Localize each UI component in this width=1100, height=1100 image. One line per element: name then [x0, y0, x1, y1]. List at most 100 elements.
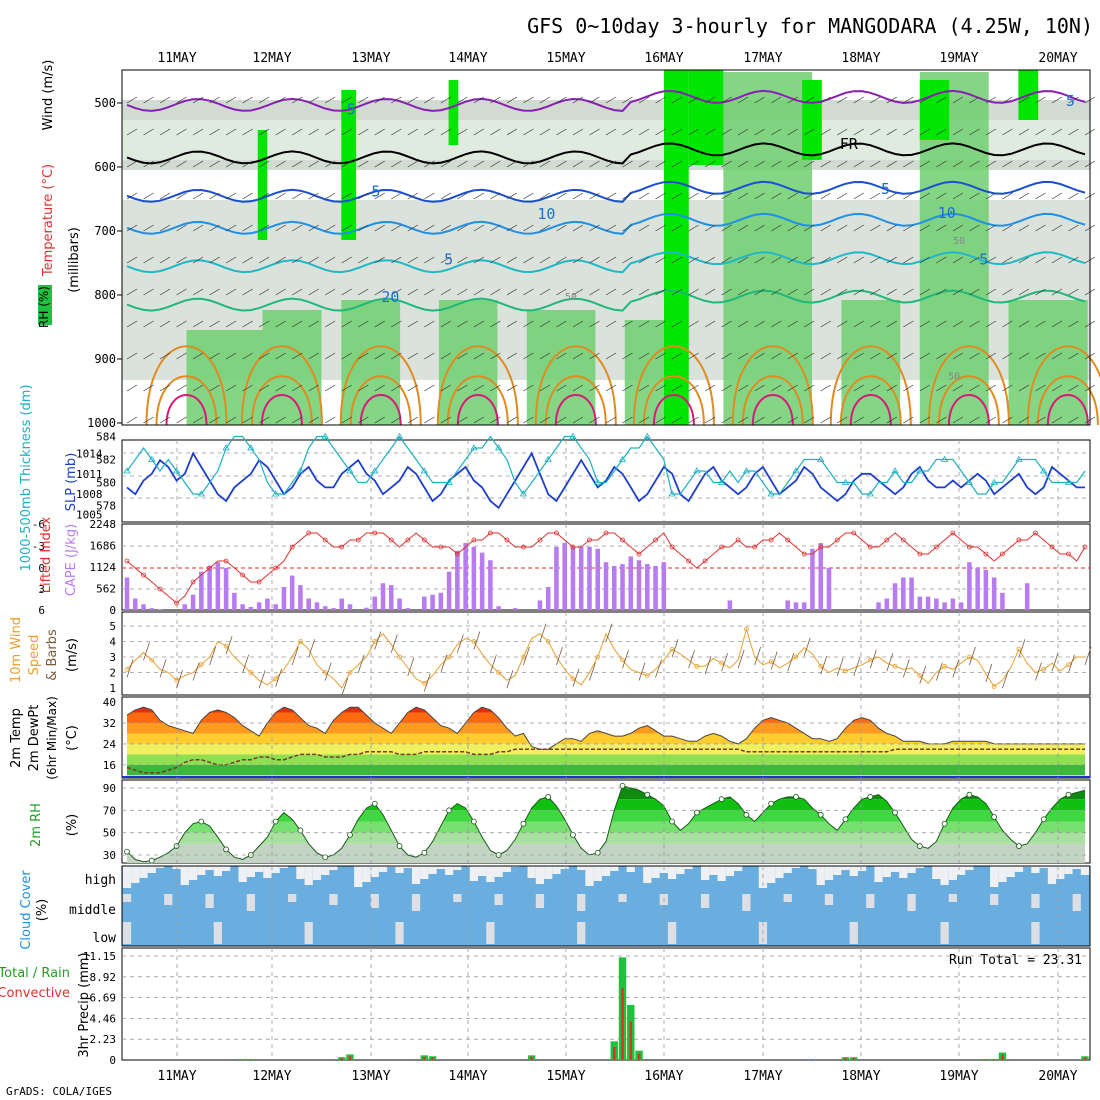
wind-barb	[754, 384, 765, 392]
wind-barb	[572, 128, 584, 136]
ylabel-temp: Temperature (°C)	[41, 164, 56, 277]
temp-band-0	[127, 764, 1085, 776]
wind-barb	[209, 320, 220, 328]
cloud-low-cell	[940, 922, 949, 944]
wind-barb-10m	[242, 654, 250, 673]
wind-barb	[952, 160, 964, 168]
wind-barb	[804, 320, 815, 328]
wind-barb-10m	[225, 636, 233, 655]
cape-bar	[364, 607, 369, 610]
rh-marker	[966, 791, 973, 798]
slp-frame	[121, 439, 1091, 523]
cloud-high-cell	[436, 866, 445, 869]
wind-speed-marker	[793, 654, 799, 660]
ylabel-wind10-3: & Barbs	[45, 629, 60, 681]
wind-barb-10m	[869, 649, 877, 669]
wind-barb-10m	[209, 646, 216, 666]
thickness-marker	[371, 467, 379, 474]
wind-barb	[622, 96, 633, 104]
wind-barb-10m	[820, 656, 828, 675]
ylabel-thickness: 1000-500mb Thickness (dm)	[19, 384, 34, 571]
cloud-high-cell	[816, 866, 825, 885]
cloud-mid-cell	[783, 894, 792, 902]
temp-contour-30-9	[1036, 375, 1099, 426]
wind-barb	[291, 320, 303, 328]
wind-barb-10m	[902, 659, 910, 678]
wind-barb	[1051, 192, 1063, 200]
wind-barb	[490, 192, 501, 200]
cloud-high-cell	[469, 866, 478, 881]
wind-barb-10m	[770, 651, 778, 670]
wind-barb	[655, 352, 666, 360]
lifted-index-marker	[1082, 544, 1088, 550]
wind-barb	[853, 224, 864, 232]
wind-barb	[688, 224, 699, 232]
upper-frame	[121, 69, 1091, 426]
wind-barb	[787, 288, 798, 296]
wind-barb	[787, 352, 798, 360]
wind-barb	[903, 384, 914, 392]
wind-barb	[490, 224, 501, 232]
wind-barb-10m	[622, 649, 629, 669]
temp-contour-35-4	[554, 394, 597, 426]
wind-barb	[952, 352, 964, 360]
wind-barb	[903, 288, 914, 296]
cape-bar	[727, 600, 733, 610]
wind-barb	[391, 352, 402, 360]
lifted-index-marker	[966, 544, 972, 550]
wind-barb	[143, 320, 154, 328]
wind-barb	[837, 128, 848, 136]
thickness-marker	[990, 478, 998, 485]
wind-barb	[258, 288, 270, 296]
cape-bar	[545, 587, 551, 610]
thickness-marker	[395, 432, 404, 439]
wind-barb	[225, 160, 237, 168]
wind-barb	[258, 128, 270, 136]
lifted-index-marker	[537, 537, 543, 543]
wind-barb	[523, 224, 534, 232]
rh-marker	[124, 848, 130, 855]
thickness-marker	[841, 478, 850, 485]
wind-barb	[358, 224, 369, 232]
wind-barb-10m	[143, 642, 150, 661]
wind-barb	[936, 352, 947, 360]
wind-barb	[969, 96, 980, 104]
wind-barb	[424, 192, 435, 200]
wind-barb	[754, 320, 765, 328]
wind-barb	[886, 96, 897, 104]
wind-barb	[952, 256, 964, 264]
cloud-low-cell	[213, 922, 222, 944]
wind-barb-10m	[473, 631, 481, 650]
wind-barb	[638, 192, 650, 200]
wind-barb	[688, 288, 699, 296]
wind-barb	[291, 160, 303, 168]
cape-bar	[562, 543, 567, 610]
lifted-index-marker	[1000, 551, 1005, 557]
wind-barb	[126, 352, 138, 360]
precip-convective-bar	[241, 1059, 244, 1060]
lifted-index-marker	[768, 537, 774, 543]
thickness-marker	[594, 478, 602, 485]
wind-barb	[770, 352, 782, 360]
rh-marker	[669, 818, 675, 825]
cape-bar	[958, 602, 964, 610]
temp-tick-0: 16	[103, 759, 116, 772]
wind-barb	[671, 96, 683, 104]
ylabel-cape: CAPE (J/kg)	[64, 524, 79, 596]
wind-barb	[1002, 288, 1013, 296]
cape-bar	[537, 600, 543, 610]
cape-bar	[653, 566, 658, 610]
slp-line	[126, 451, 1085, 510]
lifted-index-marker	[438, 544, 444, 550]
wind-barb	[721, 320, 732, 328]
wind-barb	[556, 96, 567, 104]
wind-barb	[804, 288, 815, 296]
wind-barb	[589, 352, 600, 360]
cloud-high-cell	[601, 866, 611, 876]
wind-barb	[143, 224, 154, 232]
rh-marker	[371, 800, 378, 807]
wind-barb	[671, 352, 683, 360]
wind-speed-marker	[917, 673, 923, 678]
wind-barb	[258, 320, 270, 328]
